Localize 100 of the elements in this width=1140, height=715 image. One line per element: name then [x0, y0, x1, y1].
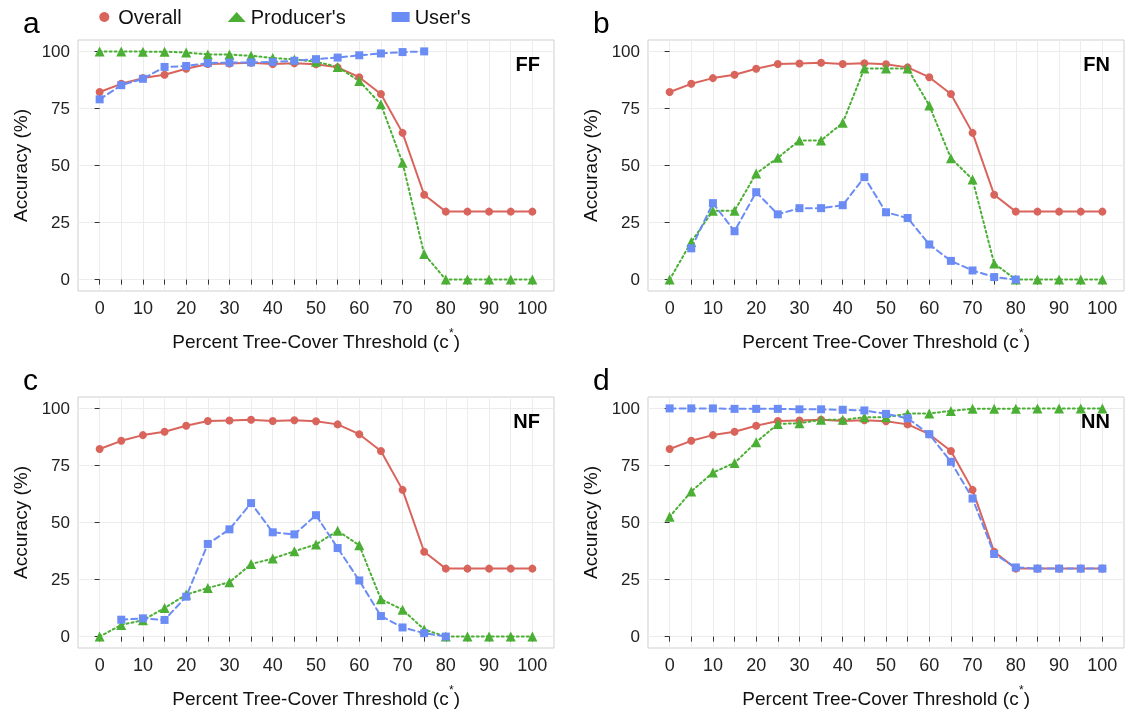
point — [182, 421, 191, 430]
y-axis-title: Accuracy (%) — [10, 109, 31, 222]
point — [752, 421, 761, 430]
point — [860, 406, 869, 415]
point — [968, 128, 977, 137]
point — [838, 59, 847, 68]
x-tick-label: 30 — [219, 655, 240, 675]
point — [528, 207, 537, 216]
x-axis-title: Percent Tree-Cover Threshold (c*) — [742, 326, 1030, 352]
point — [375, 99, 386, 110]
x-tick-label: 40 — [832, 298, 853, 318]
point — [665, 88, 674, 97]
annotation: NF — [513, 410, 541, 432]
x-tick-label: 100 — [517, 298, 548, 318]
point — [203, 539, 212, 548]
point — [95, 88, 104, 97]
x-tick-label: 20 — [746, 655, 767, 675]
point — [925, 73, 934, 82]
point — [332, 525, 343, 536]
x-tick-label: 40 — [262, 298, 283, 318]
point — [160, 615, 169, 624]
point — [729, 457, 740, 468]
point — [203, 416, 212, 425]
point — [484, 631, 495, 642]
point — [247, 499, 256, 508]
point — [729, 205, 740, 216]
y-tick-label: 0 — [630, 270, 640, 290]
y-tick-label: 50 — [51, 513, 70, 532]
point — [484, 274, 495, 285]
x-tick-label: 10 — [702, 298, 723, 318]
point — [838, 405, 847, 414]
x-tick-label: 100 — [1087, 298, 1118, 318]
point — [397, 157, 408, 168]
point — [441, 564, 450, 573]
x-tick-label: 50 — [305, 298, 327, 318]
point — [708, 199, 717, 208]
x-tick-label: 80 — [1005, 655, 1026, 675]
point — [398, 485, 407, 494]
point — [903, 213, 912, 222]
point — [687, 244, 696, 253]
point — [290, 530, 299, 539]
point — [794, 418, 805, 429]
point — [376, 447, 385, 456]
x-tick-label: 40 — [832, 655, 853, 675]
y-tick-label: 25 — [51, 213, 70, 233]
point — [881, 63, 891, 74]
point — [795, 204, 804, 213]
y-tick-label: 25 — [621, 570, 640, 590]
point — [968, 494, 977, 503]
point — [708, 404, 717, 413]
point — [333, 53, 342, 62]
x-axis-title: Percent Tree-Cover Threshold (c*) — [172, 683, 460, 709]
point — [1097, 403, 1108, 414]
point — [462, 274, 473, 285]
point — [772, 152, 783, 163]
annotation: NN — [1081, 410, 1110, 432]
x-tick-label: 0 — [94, 298, 105, 318]
point — [225, 416, 234, 425]
point — [1032, 274, 1043, 285]
x-tick-label: 20 — [176, 655, 197, 675]
point — [333, 544, 342, 553]
point — [817, 58, 826, 67]
y-tick-label: 25 — [51, 570, 70, 590]
point — [398, 623, 407, 632]
point — [1054, 403, 1065, 414]
point — [817, 204, 826, 213]
x-axis-title: Percent Tree-Cover Threshold (c*) — [742, 683, 1030, 709]
point — [376, 90, 385, 99]
point — [246, 559, 257, 570]
point — [946, 447, 955, 456]
y-tick-label: 0 — [60, 627, 70, 647]
point — [398, 128, 407, 137]
chart-title: a — [23, 5, 40, 39]
point — [1055, 207, 1064, 216]
y-tick-label: 75 — [51, 98, 70, 118]
point — [355, 51, 364, 60]
x-tick-label: 0 — [94, 655, 105, 675]
point — [795, 59, 804, 68]
point — [989, 258, 1000, 269]
point — [398, 48, 407, 57]
point — [687, 404, 696, 413]
point — [707, 467, 718, 478]
y-tick-label: 25 — [621, 213, 640, 233]
y-axis-title: Accuracy (%) — [10, 466, 31, 579]
point — [202, 582, 213, 593]
point — [95, 445, 104, 454]
y-tick-label: 0 — [630, 627, 640, 647]
y-tick-label: 100 — [41, 398, 70, 418]
point — [837, 117, 848, 128]
point — [945, 153, 956, 164]
point — [420, 47, 429, 56]
point — [202, 49, 213, 60]
point — [117, 436, 126, 445]
point — [441, 207, 450, 216]
x-tick-label: 70 — [392, 655, 413, 675]
point — [440, 274, 451, 285]
x-tick-label: 90 — [1049, 298, 1070, 318]
point — [882, 409, 890, 418]
point — [420, 629, 429, 638]
y-tick-label: 50 — [51, 156, 70, 175]
